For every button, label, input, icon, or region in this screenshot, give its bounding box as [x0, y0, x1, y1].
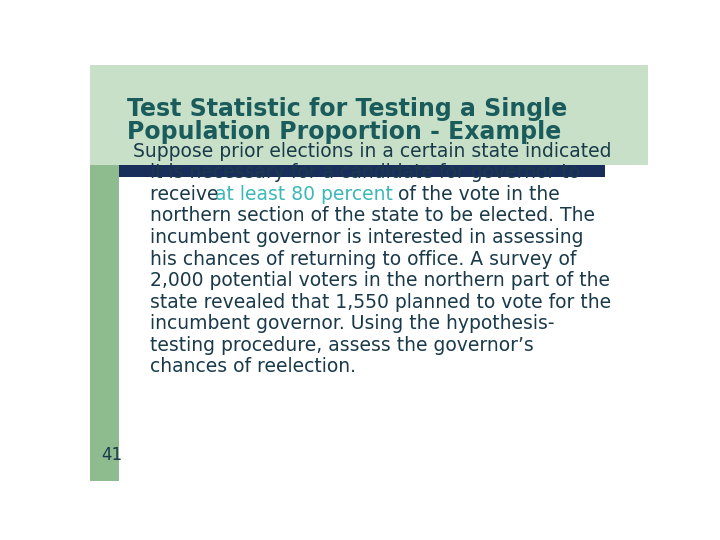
Text: incumbent governor is interested in assessing: incumbent governor is interested in asse…: [150, 228, 583, 247]
Text: 41: 41: [101, 446, 122, 464]
Text: at least 80 percent: at least 80 percent: [215, 185, 393, 204]
Bar: [90, 65, 120, 481]
Text: incumbent governor. Using the hypothesis-: incumbent governor. Using the hypothesis…: [150, 314, 554, 333]
Text: receive: receive: [150, 185, 224, 204]
Text: Suppose prior elections in a certain state indicated: Suppose prior elections in a certain sta…: [132, 142, 611, 161]
Text: chances of reelection.: chances of reelection.: [150, 357, 356, 376]
Text: testing procedure, assess the governor’s: testing procedure, assess the governor’s: [150, 336, 534, 355]
Text: of the vote in the: of the vote in the: [392, 185, 559, 204]
Text: northern section of the state to be elected. The: northern section of the state to be elec…: [150, 206, 595, 226]
Text: it is necessary for a candidate for governor to: it is necessary for a candidate for gove…: [150, 164, 580, 183]
Text: 2,000 potential voters in the northern part of the: 2,000 potential voters in the northern p…: [150, 271, 610, 290]
Bar: [90, 65, 648, 165]
Bar: [120, 165, 606, 177]
Text: his chances of returning to office. A survey of: his chances of returning to office. A su…: [150, 249, 576, 268]
Text: Population Proportion - Example: Population Proportion - Example: [127, 120, 562, 144]
Text: state revealed that 1,550 planned to vote for the: state revealed that 1,550 planned to vot…: [150, 293, 611, 312]
Text: Test Statistic for Testing a Single: Test Statistic for Testing a Single: [127, 97, 567, 121]
